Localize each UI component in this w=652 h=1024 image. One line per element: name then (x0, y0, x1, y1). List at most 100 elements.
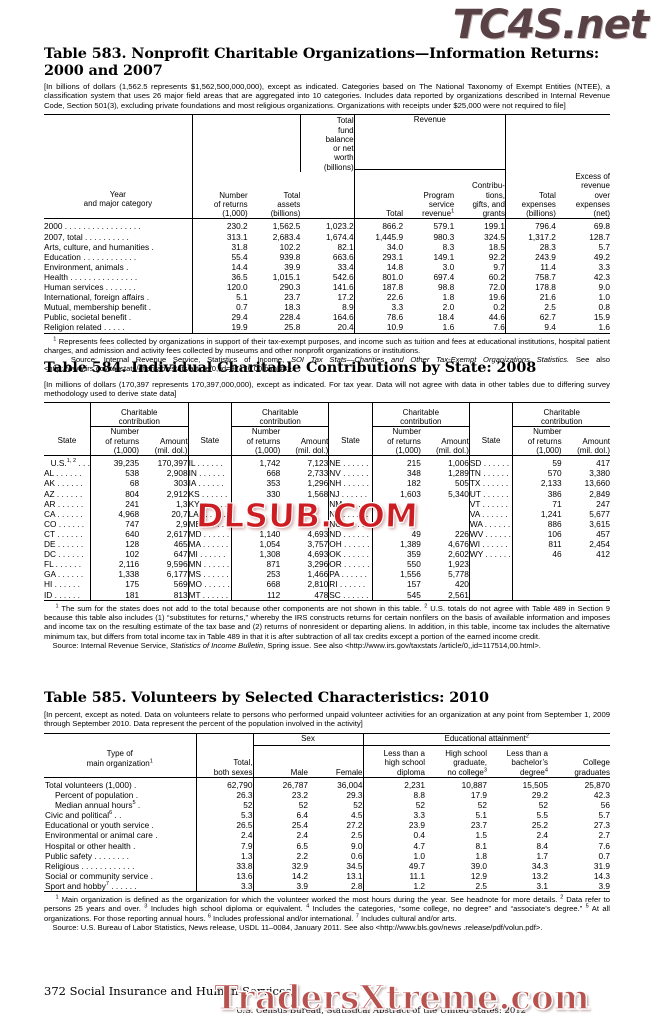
cell: 42.3 (593, 790, 610, 801)
cell: 0.8 (598, 302, 610, 313)
cell-amount: 2,454 (589, 539, 610, 550)
table-row[interactable]: FL . . . . . . 2,116 9,596 MN . . . . . . … (44, 559, 610, 570)
cell: 313.1 (226, 231, 248, 242)
table-row[interactable]: Median annual hours5 . 52 52 52 52 52 52 56 (44, 800, 610, 811)
table-row[interactable]: Religion related . . . . . 19.9 25.8 20.4 1… (44, 322, 610, 334)
row-label: Human services . . . . . . . (44, 282, 193, 293)
table-row[interactable]: GA . . . . . . 1,338 6,177 MS . . . . . . … (44, 569, 610, 580)
cell: 14.3 (593, 870, 610, 881)
leader-dots: . . . . . . (199, 498, 228, 509)
cell: 52 (196, 800, 254, 811)
table-row[interactable]: Public, societal benefit . 29.4 228.4 164.… (44, 312, 610, 323)
table-row[interactable]: Percent of population . 26.3 23.2 29.3 8.8 1… (44, 790, 610, 801)
cell-amount: 412 (596, 549, 610, 560)
table-row[interactable]: AL . . . . . . 538 2,908 IN . . . . . . 66… (44, 468, 610, 479)
h-numret-3: (1,000) (222, 209, 248, 219)
h-rev-prog-2: service (428, 199, 455, 209)
table-row[interactable]: AR . . . . . . 241 1,3 KY . . . . . . NM .… (44, 498, 610, 509)
row-label: Educational or youth service . (44, 820, 197, 831)
cell: 579.1 (433, 221, 455, 232)
group-header-charitable-contribution: Charitable contribution (90, 407, 189, 428)
leader-dots: . (152, 830, 158, 841)
table-row[interactable]: Civic and political6 . . 5.3 6.4 4.5 3.3 5.1… (44, 810, 610, 821)
table-row[interactable]: Hospital or other health . 7.9 6.5 9.0 4.7 8… (44, 840, 610, 851)
row-label: Religion related . . . . . (44, 322, 193, 334)
cell-number-of-returns: 215 (407, 458, 421, 469)
cell-amount: 3,380 (589, 468, 610, 479)
cell: 178.8 (535, 282, 556, 293)
cell-number-of-returns: 330 (266, 488, 281, 499)
table-row[interactable]: CO . . . . . . 747 2,9 ME . . . . . . NC .… (44, 518, 610, 529)
cell: 4.5 (308, 810, 364, 821)
cell: 2.4 (196, 830, 254, 841)
cell-number-of-returns (232, 519, 281, 529)
h-585-total-1: Total, (233, 758, 253, 768)
h-excess-4: expenses (575, 199, 610, 209)
table-row[interactable]: Arts, culture, and humanities . 31.8 102.… (44, 241, 610, 252)
cell: 2,231 (404, 780, 425, 790)
h-585-lessba-3: degree (519, 767, 545, 777)
cell: 0.4 (413, 830, 425, 841)
table-row[interactable]: 2007, total . . . . . . . . . . 313.1 2,6… (44, 231, 610, 242)
table-row[interactable]: International, foreign affairs . 5.1 23.7… (44, 292, 610, 303)
table-585-headnote: [In percent, except as noted. Data on vo… (44, 709, 610, 728)
document-page: Table 583. Nonprofit Charitable Organiza… (44, 0, 610, 1024)
cell: 1.8 (475, 850, 487, 861)
cell-amount: 1,568 (280, 488, 330, 499)
table-row[interactable]: Sport and hobby7 . . . . . . 3.3 3.9 2.8 1.… (44, 880, 610, 892)
cell-number-of-returns: 1,742 (259, 458, 281, 469)
table-584-headnote: [In millions of dollars (170,397 represe… (44, 379, 610, 398)
cell-amount: 647 (139, 549, 189, 560)
table-row[interactable]: ID . . . . . . 181 813 MT . . . . . . 112 4… (44, 589, 610, 601)
h-rev-total: Total (386, 209, 404, 219)
table-row[interactable]: Human services . . . . . . . 120.0 290.3 1… (44, 282, 610, 293)
table-row[interactable]: Religious . . . . . . . . . . . . 33.8 32… (44, 860, 610, 871)
table-row[interactable]: Environmental or animal care . 2.4 2.4 2.5… (44, 830, 610, 841)
table-row[interactable]: AZ . . . . . . 804 2,912 KS . . . . . . 33… (44, 488, 610, 499)
cell: 3.3 (598, 261, 610, 272)
header-state: State (328, 426, 373, 456)
cell-number-of-returns: 1,338 (118, 569, 140, 580)
cell: 801.0 (382, 271, 404, 282)
table-row[interactable]: DC . . . . . . 102 647 MI . . . . . . 1,30… (44, 549, 610, 560)
cell-number-of-returns: 112 (267, 589, 281, 600)
table-583-source: Source: Internal Revenue Service, Statis… (44, 355, 610, 374)
table-row[interactable]: Education . . . . . . . . . . . . 55.4 93… (44, 251, 610, 262)
table-row[interactable]: Public safety . . . . . . . . 1.3 2.2 0.6 1… (44, 850, 610, 861)
leader-dots: . (146, 302, 152, 313)
table-584-header-row-2: Charitable contribution Charitable contribu… (44, 407, 610, 428)
cell: 3.3 (391, 302, 404, 313)
cell: 26,787 (282, 780, 308, 790)
table-row[interactable]: 2000 . . . . . . . . . . . . . . . . . 2… (44, 218, 610, 232)
cell: 3.0 (442, 261, 455, 272)
table-row[interactable]: U.S.1, 2 . . . 39,235 170,397 IL . . . . . … (44, 455, 610, 469)
table-584-footnotes: 1 The sum for the states does not add to… (44, 603, 610, 641)
table-row[interactable]: Mutual, membership benefit . 0.7 18.3 8.9 3… (44, 302, 610, 313)
leader-dots: . . . . . . (109, 880, 137, 891)
cell: 4.7 (413, 840, 425, 851)
cell: 230.2 (226, 221, 248, 232)
table-row[interactable]: Environment, animals . 14.4 39.9 33.4 14.8 3… (44, 261, 610, 272)
table-row[interactable]: CA . . . . . . 4,968 20,7 LA . . . . . . N… (44, 508, 610, 519)
h-fund-3: balance (325, 134, 354, 144)
cell: 56 (600, 800, 610, 811)
leader-dots: . . . . . . (55, 478, 83, 489)
table-row[interactable]: Health . . . . . . . . . . . . . . . 36.… (44, 271, 610, 283)
state-label: AK . . . . . . (44, 478, 91, 489)
table-row[interactable]: Total volunteers (1,000) . 62,790 26,787 3… (44, 777, 610, 791)
table-row[interactable]: DE . . . . . . 128 465 MA . . . . . . 1,05… (44, 539, 610, 550)
cell: 69.8 (593, 221, 610, 232)
cell-amount: 2,9 (139, 518, 189, 529)
cell: 18.4 (438, 312, 455, 323)
h-fund-5: worth (334, 153, 354, 163)
cell: 1,015.1 (272, 271, 301, 282)
cell: 0.2 (454, 302, 506, 313)
cell: 14.4 (231, 261, 248, 272)
group-header-charitable-contribution: Charitable contribution (512, 407, 610, 428)
table-row[interactable]: AK . . . . . . 68 303 IA . . . . . . 353 1,… (44, 478, 610, 489)
table-row[interactable]: Social or community service . 13.6 14.2 13… (44, 870, 610, 881)
table-row[interactable]: CT . . . . . . 640 2,617 MD . . . . . . 1,… (44, 528, 610, 540)
table-row[interactable]: HI . . . . . . 175 569 MO . . . . . . 668 2… (44, 579, 610, 590)
row-label: Sport and hobby7 . . . . . . (44, 880, 197, 892)
table-row[interactable]: Educational or youth service . 26.5 25.4 2… (44, 820, 610, 831)
